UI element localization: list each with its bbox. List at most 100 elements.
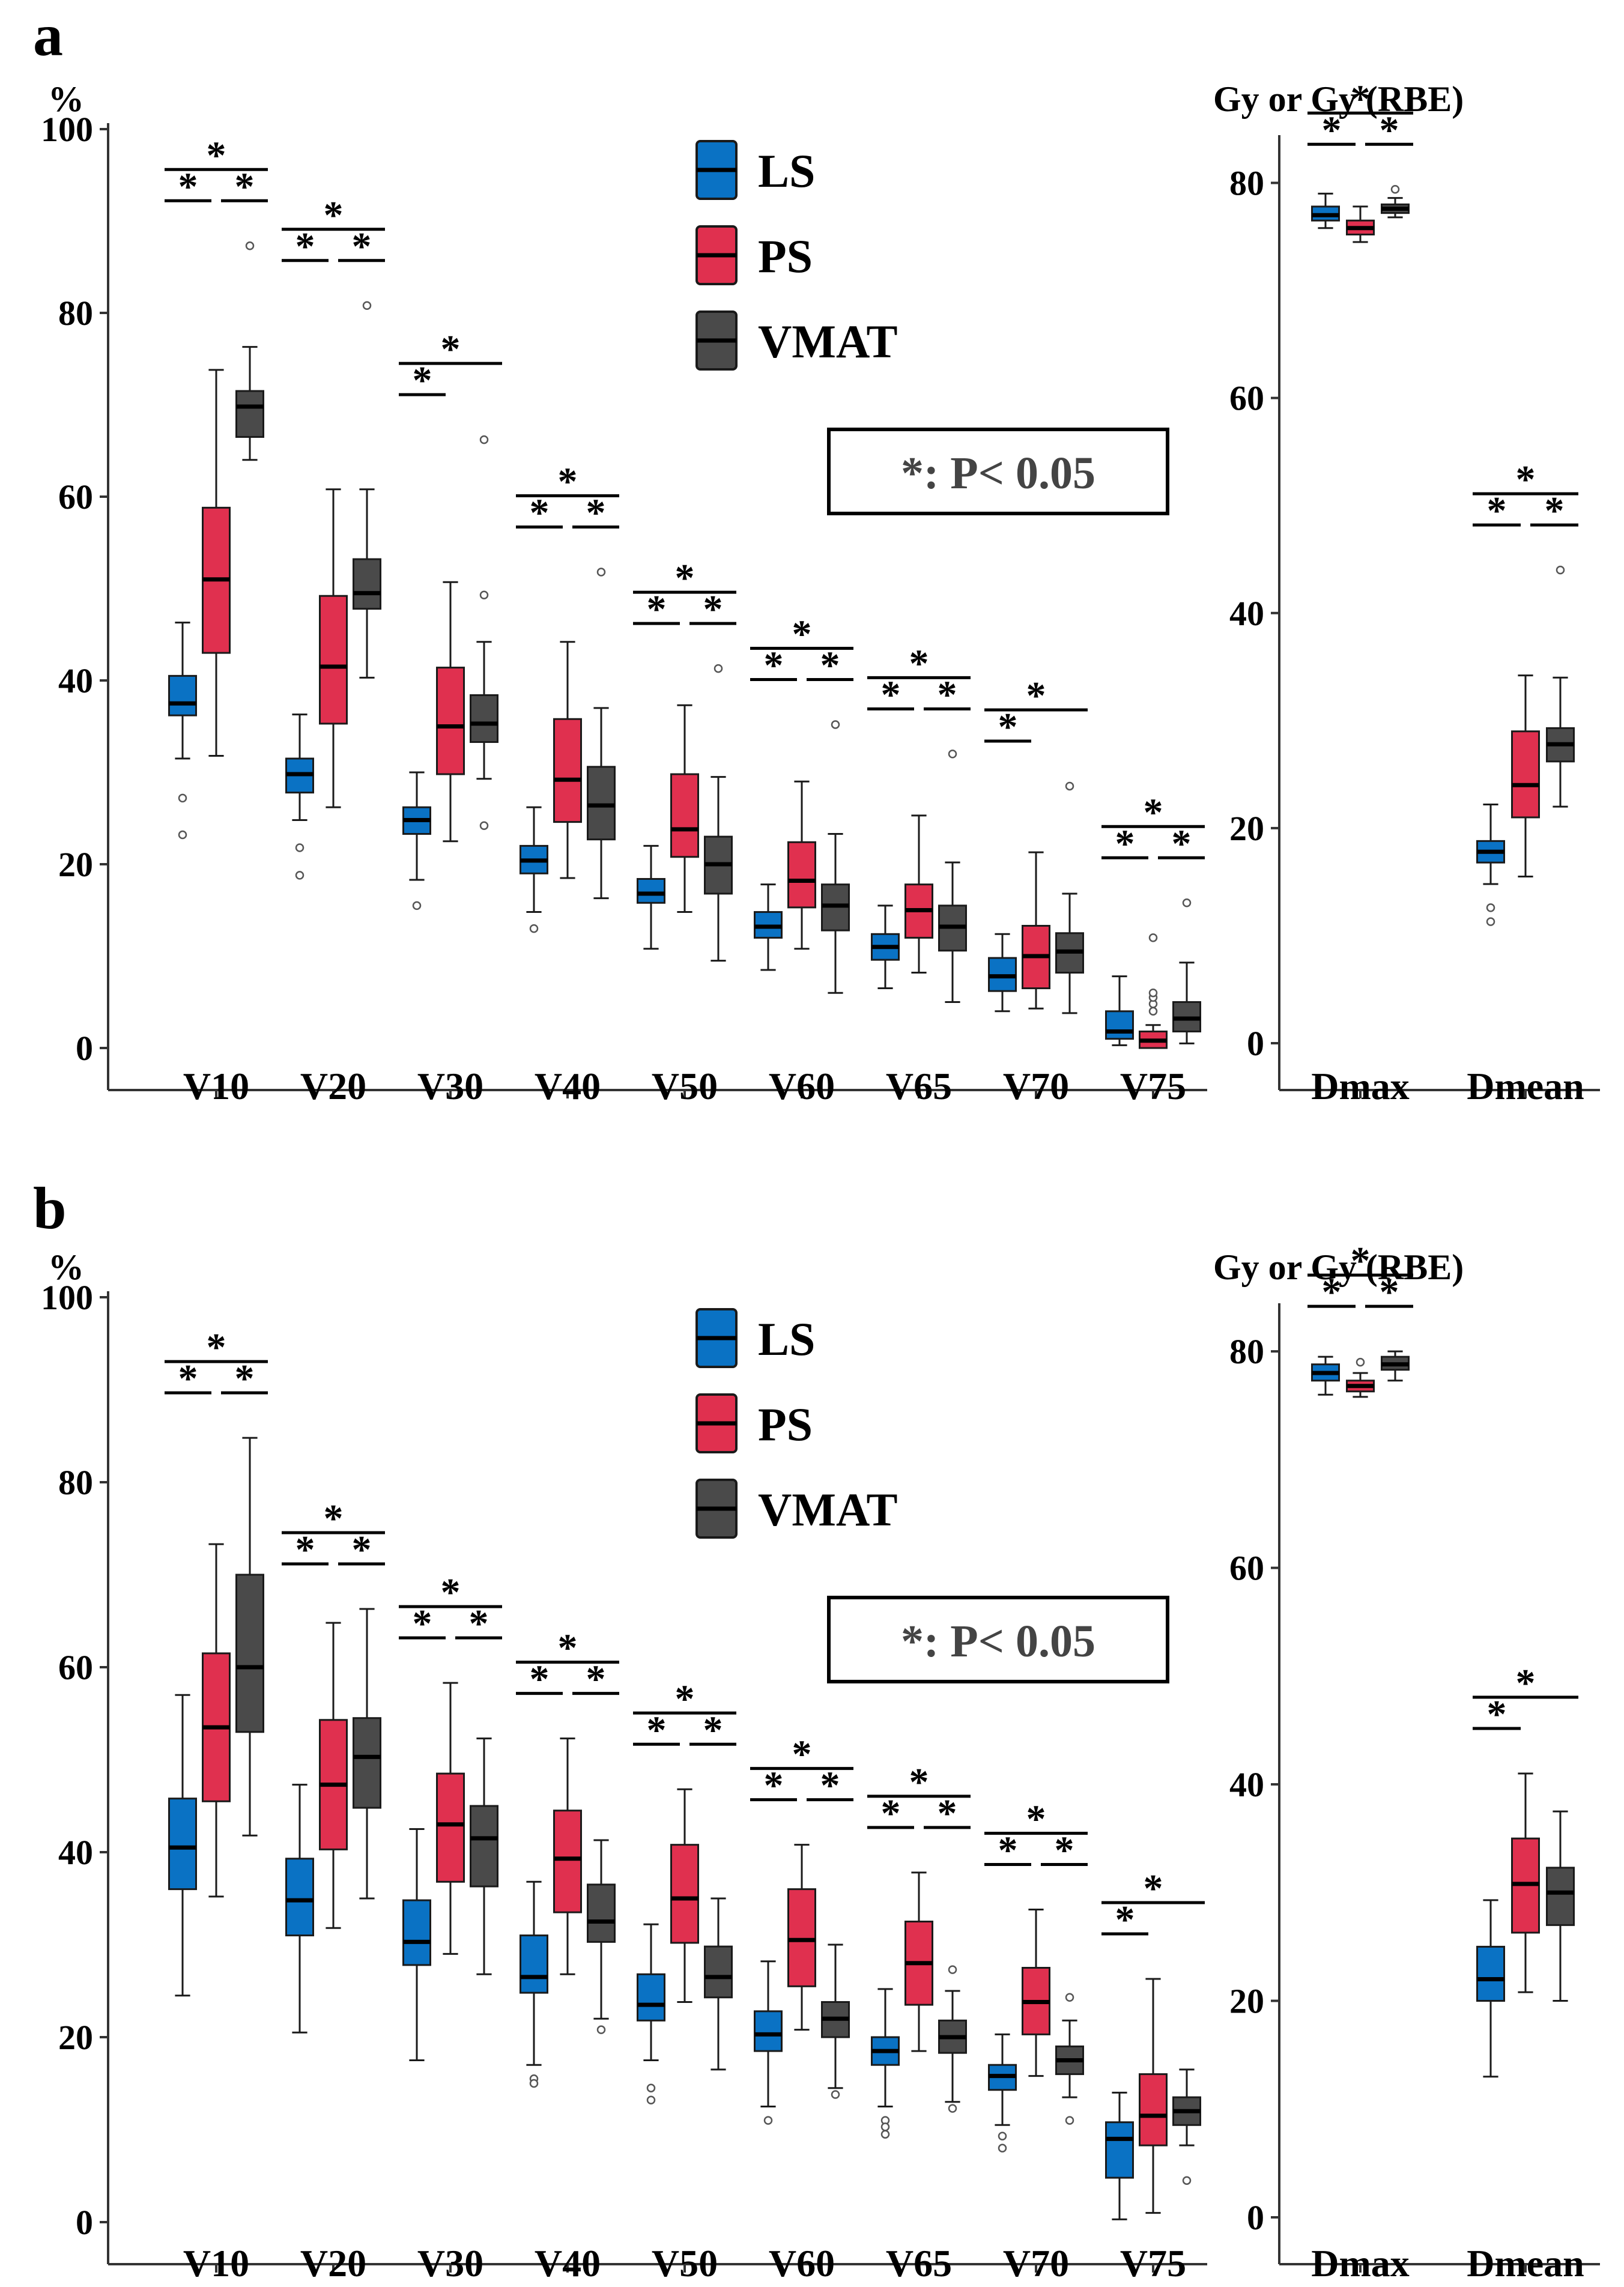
sig-star-ls-vmat: * <box>1026 1797 1046 1841</box>
significance-V70: * ** <box>984 1797 1088 1872</box>
outlier-point <box>596 568 606 577</box>
sig-star-ls-vmat: * <box>792 1733 812 1777</box>
box-iqr <box>1476 1945 1505 2002</box>
box-VMAT-V70 <box>1055 781 1084 1014</box>
outlier-point <box>1148 988 1158 998</box>
box-PS-Dmax <box>1346 205 1375 243</box>
box-LS-V10 <box>168 622 197 840</box>
y-tick-label: 0 <box>1247 2198 1264 2237</box>
box-LS-V65 <box>871 1988 900 2139</box>
x-tick-label: V40 <box>535 1065 601 1107</box>
x-tick-label: V10 <box>183 1065 249 1107</box>
y-tick-label: 80 <box>1229 164 1264 203</box>
box-PS-V70 <box>1022 851 1050 1010</box>
significance-V65: * ** <box>867 641 971 716</box>
note-text: *: P< 0.05 <box>901 1616 1095 1667</box>
box-iqr <box>470 1805 498 1888</box>
significance-V50: * ** <box>633 556 736 631</box>
sig-star-ls-ps: * <box>1487 1692 1507 1736</box>
significance-V40: * ** <box>516 459 619 535</box>
legend: LS PS VMAT <box>695 140 898 371</box>
sig-star-ls-vmat: * <box>1516 458 1536 501</box>
significance-Dmean: * ** <box>1473 458 1578 533</box>
x-tick-label: V65 <box>886 1065 952 1107</box>
sig-star-ps-vmat: * <box>352 225 372 268</box>
sig-star-ps-vmat: * <box>938 1792 957 1835</box>
box-iqr <box>670 1844 699 1944</box>
sig-star-ls-vmat: * <box>1351 77 1371 121</box>
sig-star-ps-vmat: * <box>235 165 255 208</box>
outlier-point <box>1556 565 1565 575</box>
y-tick-label: 40 <box>1229 594 1264 633</box>
sig-star-ps-vmat: * <box>469 1602 489 1646</box>
box-VMAT-Dmean <box>1546 565 1575 808</box>
box-iqr <box>353 558 381 610</box>
legend-item-PS: PS <box>695 225 813 285</box>
sig-star-ps-vmat: * <box>938 673 957 716</box>
box-PS-Dmean <box>1511 1772 1540 1993</box>
y-tick-label: 60 <box>58 477 93 516</box>
sig-star-ps-vmat: * <box>820 643 840 687</box>
box-iqr <box>637 1973 665 2022</box>
y-tick-label: 80 <box>1229 1332 1264 1371</box>
sig-star-ls-ps: * <box>1322 1270 1342 1314</box>
sig-star-ls-ps: * <box>1322 108 1342 152</box>
x-tick-label: Dmean <box>1467 1065 1584 1107</box>
box-PS-V60 <box>787 780 816 950</box>
significance-V60: * ** <box>750 1733 853 1808</box>
y-tick-label: 20 <box>58 845 93 884</box>
box-PS-V30 <box>436 581 465 843</box>
legend-label: LS <box>758 145 815 197</box>
sig-star-ls-ps: * <box>530 491 550 535</box>
box-iqr <box>553 1810 582 1913</box>
box-iqr <box>553 718 582 823</box>
box-PS-V75 <box>1139 933 1168 1049</box>
legend-item-VMAT: VMAT <box>695 1479 898 1539</box>
outlier-point <box>1182 898 1192 907</box>
box-iqr <box>670 773 699 858</box>
box-VMAT-V30 <box>470 1737 498 1975</box>
box-PS-Dmean <box>1511 674 1540 877</box>
box-VMAT-Dmean <box>1546 1810 1575 2002</box>
sig-star-ls-ps: * <box>178 165 198 208</box>
sig-star-ls-ps: * <box>1115 822 1135 865</box>
box-iqr <box>520 1934 548 1994</box>
outlier-point <box>529 924 539 933</box>
box-iqr <box>319 595 348 725</box>
box-LS-Dmean <box>1476 803 1505 926</box>
sig-star-ls-vmat: * <box>1516 1661 1536 1705</box>
x-tick-label: V10 <box>183 2242 249 2285</box>
outlier-point <box>178 793 187 803</box>
box-LS-V70 <box>988 2033 1017 2153</box>
y-tick-label: 100 <box>41 1278 93 1317</box>
y-tick-label: 0 <box>76 1029 93 1068</box>
box-iqr <box>1105 2121 1134 2179</box>
sig-star-ls-ps: * <box>764 643 784 687</box>
outlier-point <box>529 2079 539 2088</box>
x-tick-label: V70 <box>1003 2242 1069 2285</box>
box-PS-V20 <box>319 1622 348 1929</box>
y-tick-label: 20 <box>58 2018 93 2057</box>
box-LS-V40 <box>520 806 548 933</box>
significance-V70: ** <box>984 674 1088 749</box>
sig-star-ls-vmat: * <box>675 1677 695 1721</box>
sig-star-ls-vmat: * <box>207 1325 226 1369</box>
sig-star-ls-ps: * <box>881 1792 901 1835</box>
x-tick-label: V75 <box>1120 1065 1186 1107</box>
y-tick-label: 80 <box>58 1463 93 1502</box>
sig-star-ls-vmat: * <box>1144 1867 1163 1910</box>
significance-note: *: P< 0.05 <box>827 428 1169 515</box>
outlier-point <box>1065 1993 1074 2002</box>
x-tick-label: V60 <box>769 1065 835 1107</box>
box-VMAT-V75 <box>1172 898 1201 1044</box>
panel-letter: a <box>33 2 63 68</box>
outlier-point <box>1148 933 1158 942</box>
x-tick-label: V60 <box>769 2242 835 2285</box>
box-LS-V40 <box>520 1880 548 2088</box>
y-tick-label: 40 <box>1229 1765 1264 1804</box>
box-iqr <box>1105 1010 1134 1040</box>
